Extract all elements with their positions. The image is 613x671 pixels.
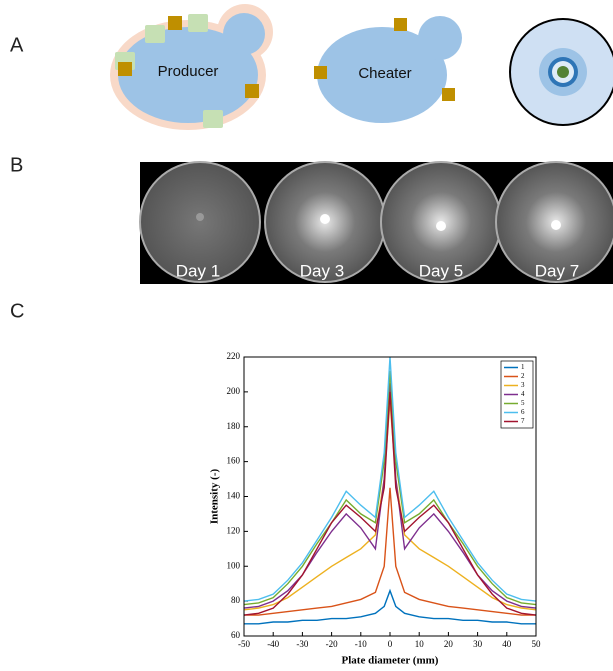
x-tick-label: -30 bbox=[296, 639, 308, 649]
y-tick-label: 140 bbox=[227, 491, 241, 501]
panel-label: C bbox=[10, 300, 24, 322]
legend-label: 4 bbox=[521, 390, 525, 398]
cell-label: Producer bbox=[158, 63, 219, 80]
y-tick-label: 180 bbox=[227, 421, 241, 431]
panel-label: B bbox=[10, 154, 23, 176]
day-label: Day 7 bbox=[535, 261, 579, 280]
x-tick-label: 10 bbox=[415, 639, 425, 649]
y-tick-label: 120 bbox=[227, 525, 241, 535]
series-line bbox=[243, 391, 537, 616]
x-tick-label: -10 bbox=[355, 639, 367, 649]
y-axis-label: Intensity (-) bbox=[209, 469, 221, 525]
x-tick-label: 20 bbox=[444, 639, 454, 649]
day-label: Day 1 bbox=[176, 261, 220, 280]
axes-frame bbox=[243, 356, 537, 637]
y-tick-label: 100 bbox=[227, 560, 241, 570]
legend-label: 6 bbox=[521, 408, 525, 416]
y-tick-label: 60 bbox=[231, 630, 241, 640]
legend-label: 7 bbox=[521, 417, 525, 425]
y-tick-label: 80 bbox=[231, 595, 241, 605]
day-label: Day 3 bbox=[300, 261, 344, 280]
x-axis-label: Plate diameter (mm) bbox=[342, 655, 439, 667]
day-label: Day 5 bbox=[419, 261, 463, 280]
legend-label: 2 bbox=[521, 372, 525, 380]
series-line bbox=[244, 588, 536, 625]
cheater-cell: Cheater bbox=[314, 16, 462, 123]
legend-label: 3 bbox=[521, 381, 525, 389]
producer-cell: Producer bbox=[110, 4, 273, 130]
y-tick-label: 220 bbox=[227, 351, 241, 361]
x-tick-label: -40 bbox=[267, 639, 279, 649]
plate-photos: Day 1 Day 3 Day 5 Day 7 bbox=[139, 161, 613, 284]
series-line bbox=[244, 487, 536, 616]
x-tick-label: 0 bbox=[388, 639, 393, 649]
x-tick-label: -50 bbox=[238, 639, 250, 649]
cell-label: Cheater bbox=[358, 65, 411, 82]
x-tick-label: -20 bbox=[326, 639, 338, 649]
panel-label: A bbox=[10, 34, 24, 56]
y-tick-label: 200 bbox=[227, 386, 241, 396]
y-tick-label: 160 bbox=[227, 456, 241, 466]
x-tick-label: 50 bbox=[532, 639, 542, 649]
legend-label: 1 bbox=[521, 363, 525, 371]
x-tick-label: 30 bbox=[473, 639, 483, 649]
series-line bbox=[243, 370, 537, 606]
plate-diagram bbox=[509, 18, 613, 126]
x-tick-label: 40 bbox=[502, 639, 512, 649]
legend-label: 5 bbox=[521, 399, 525, 407]
